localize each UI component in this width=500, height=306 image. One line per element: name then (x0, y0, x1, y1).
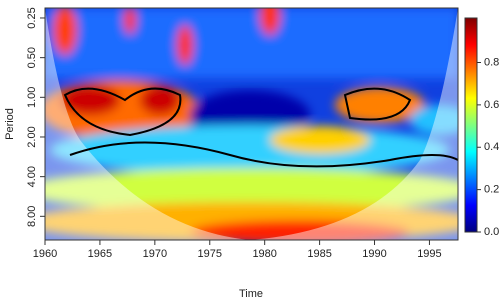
x-tick-label: 1970 (143, 248, 167, 260)
y-axis-label: Period (4, 108, 16, 140)
y-tick-label: 1.00 (26, 87, 38, 108)
colorbar-tick-label: 0.2 (484, 184, 499, 196)
x-tick-label: 1980 (252, 248, 276, 260)
plot-frame (44, 7, 459, 241)
x-tick-label: 1960 (33, 248, 57, 260)
x-tick-label: 1990 (362, 248, 386, 260)
colorbar-tick-label: 0.6 (484, 99, 499, 111)
y-tick-label: 8.00 (26, 206, 38, 227)
colorbar-tick-label: 0.4 (484, 141, 499, 153)
x-axis-label: Time (239, 288, 263, 300)
y-tick-label: 0.50 (26, 47, 38, 68)
x-tick-label: 1995 (417, 248, 441, 260)
colorbar-tick-label: 0.8 (484, 56, 499, 68)
colorbar (464, 17, 478, 233)
colorbar-tick-label: 0.0 (484, 226, 499, 238)
y-tick-label: 4.00 (26, 166, 38, 187)
x-tick-label: 1985 (307, 248, 331, 260)
y-tick-label: 0.25 (26, 7, 38, 28)
wavelet-field (45, 8, 458, 240)
x-tick-label: 1965 (88, 248, 112, 260)
y-tick-label: 2.00 (26, 126, 38, 147)
x-tick-label: 1975 (198, 248, 222, 260)
